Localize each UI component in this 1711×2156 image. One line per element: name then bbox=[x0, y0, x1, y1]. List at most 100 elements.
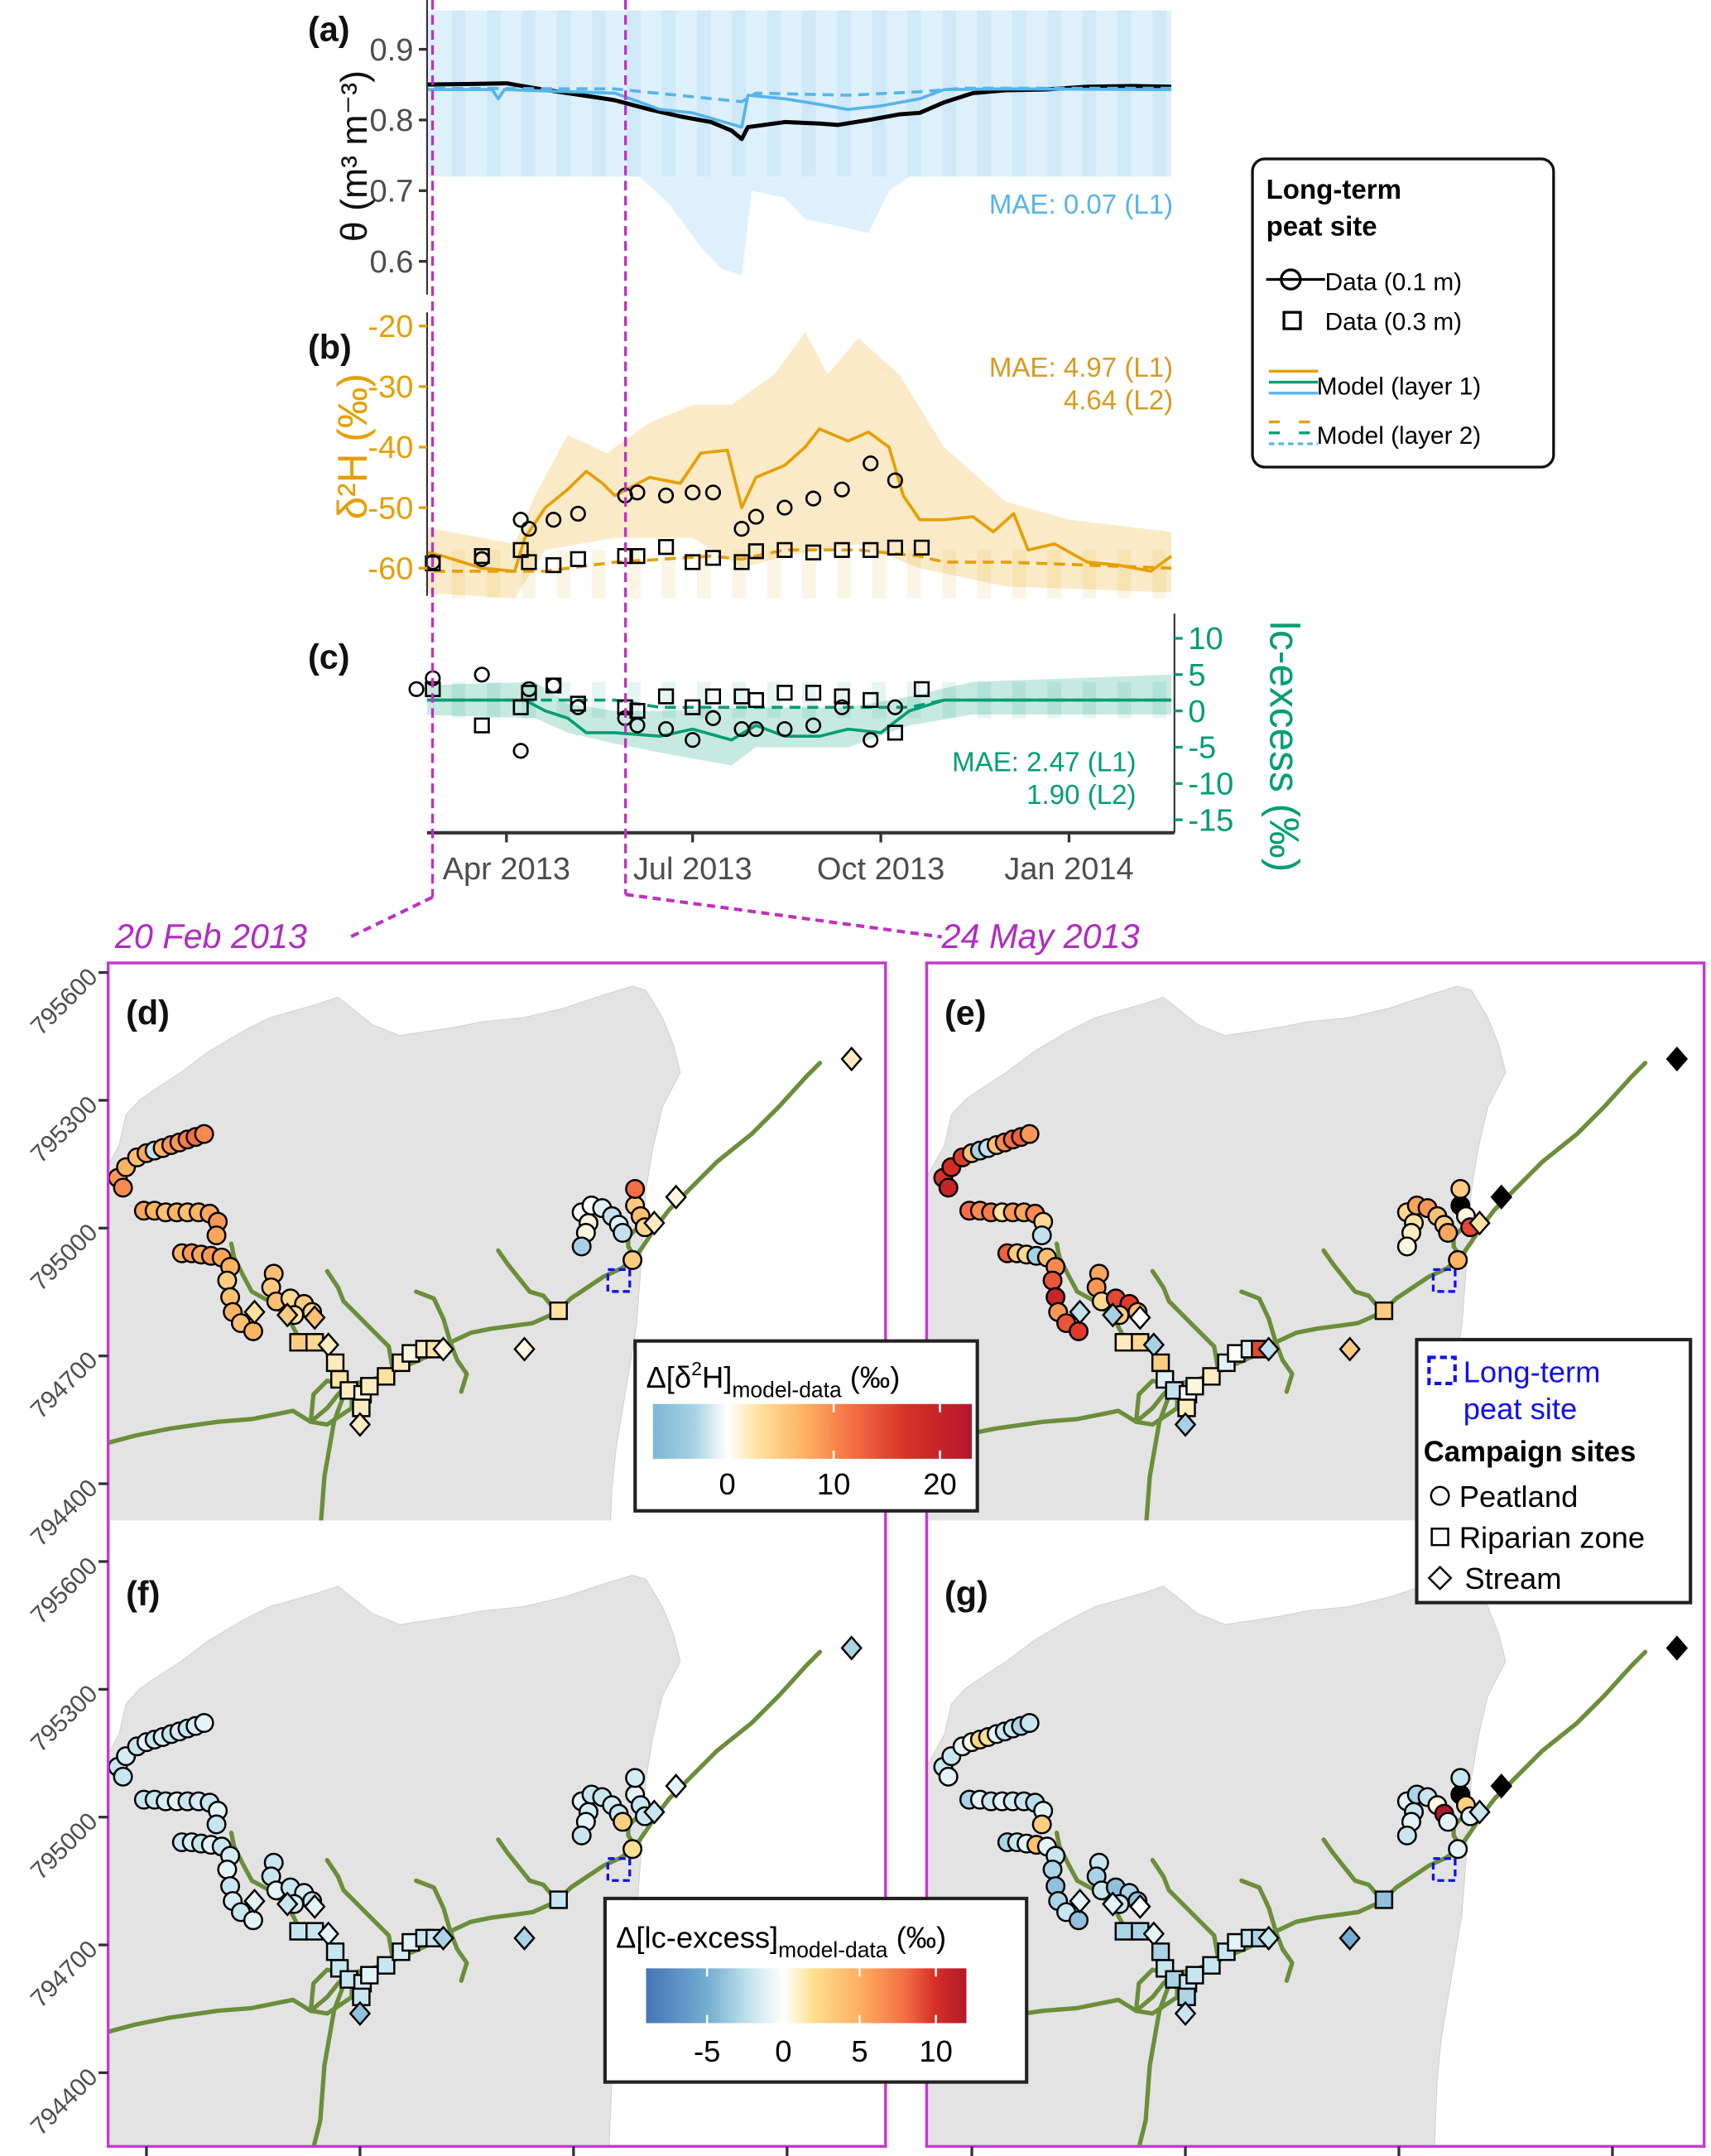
site-riparian bbox=[1374, 1301, 1394, 1321]
site-peatland bbox=[938, 1766, 959, 1787]
data-point-square bbox=[512, 541, 529, 558]
colorbar-d2h: Δ[δ2H]model-data (‰) 0 10 20 bbox=[633, 1339, 979, 1513]
site-peatland bbox=[113, 1177, 133, 1198]
stream-network bbox=[1150, 1858, 1221, 1961]
theta-model-band bbox=[426, 10, 1171, 276]
data-point-circle bbox=[805, 717, 822, 734]
colorbar-tick-label: 10 bbox=[817, 1467, 850, 1501]
site-peatland bbox=[938, 1177, 959, 1198]
site-riparian bbox=[1202, 1367, 1221, 1386]
site-stream bbox=[643, 1799, 666, 1825]
band-stripe bbox=[872, 681, 887, 719]
data-point-circle bbox=[658, 487, 675, 504]
site-riparian bbox=[289, 1333, 308, 1352]
site-peatland bbox=[1438, 1222, 1459, 1243]
map-ytick-label: 794700 bbox=[26, 1346, 103, 1424]
panel-label-b: (b) bbox=[308, 328, 352, 366]
site-peatland bbox=[625, 1178, 646, 1199]
site-stream bbox=[243, 1888, 266, 1914]
timeseries-legend: Long-term peat site Data (0.1 m) Data (0… bbox=[1251, 157, 1555, 469]
map-ytick-label: 794400 bbox=[26, 2063, 103, 2141]
ylabel-lc-excess: lc-excess (‰) bbox=[1262, 621, 1308, 872]
data-point-square bbox=[629, 548, 646, 565]
site-stream bbox=[1468, 1799, 1491, 1825]
stream-network bbox=[108, 1061, 823, 1446]
band-stripe bbox=[837, 10, 851, 177]
data-point-circle bbox=[521, 521, 537, 537]
legend-title-line1: Long-term bbox=[1266, 175, 1401, 205]
stream-network bbox=[311, 1971, 350, 2145]
data-point-square bbox=[747, 691, 764, 709]
colorbar-lc-gradient bbox=[646, 1968, 967, 2024]
site-stream bbox=[1129, 1894, 1151, 1919]
colorbar-lc-ticks: -5 0 5 10 bbox=[694, 1968, 953, 2068]
site-stream bbox=[1665, 1046, 1689, 1072]
band-stripe bbox=[592, 550, 606, 599]
legend-label-data-01: Data (0.1 m) bbox=[1325, 269, 1462, 296]
legend-riparian-label: Riparian zone bbox=[1459, 1520, 1645, 1554]
site-peatland bbox=[1450, 1768, 1471, 1788]
site-peatland bbox=[1448, 1249, 1468, 1270]
mae-lc-l2: 1.90 (L2) bbox=[1026, 780, 1136, 811]
campaign-date-may: 24 May 2013 bbox=[941, 917, 1140, 955]
site-peatland bbox=[613, 1222, 633, 1243]
ytick-label-b: -20 bbox=[368, 310, 413, 344]
mae-d2h-l1: MAE: 4.97 (L1) bbox=[989, 353, 1173, 383]
colorbar-d2h-gradient bbox=[652, 1403, 973, 1459]
site-peatland bbox=[1450, 1178, 1471, 1199]
band-stripe bbox=[1012, 550, 1026, 599]
colorbar-tick-label: 5 bbox=[851, 2034, 868, 2068]
site-peatland bbox=[243, 1910, 263, 1931]
ytick-label-a: 0.6 bbox=[370, 245, 414, 280]
map-legend: Long-term peat site Campaign sites Peatl… bbox=[1415, 1337, 1693, 1605]
data-point-square bbox=[704, 688, 722, 705]
data-point-circle bbox=[570, 505, 586, 522]
ytick-label-b: -50 bbox=[368, 491, 413, 526]
site-riparian bbox=[377, 1956, 396, 1975]
data-point-square bbox=[913, 539, 930, 556]
data-point-circle bbox=[887, 699, 903, 715]
xtick-label: Jul 2013 bbox=[633, 852, 752, 887]
site-stream bbox=[1174, 2000, 1197, 2027]
site-riparian bbox=[325, 1942, 345, 1961]
legend-symbol-model-l1 bbox=[1268, 369, 1319, 395]
data-point-square bbox=[521, 554, 537, 570]
site-stream bbox=[1102, 1891, 1124, 1917]
panel-label-f: (f) bbox=[126, 1575, 160, 1613]
map-ytick-label: 794400 bbox=[26, 1475, 103, 1552]
legend-label-model-l2: Model (layer 2) bbox=[1317, 422, 1481, 450]
xtick-label: Oct 2013 bbox=[817, 852, 944, 887]
site-riparian bbox=[1114, 1333, 1133, 1352]
map-panel-g bbox=[928, 1575, 1689, 2145]
site-riparian bbox=[1202, 1956, 1221, 1975]
ytick-label-b: -40 bbox=[368, 431, 413, 465]
band-stripe bbox=[1082, 10, 1097, 177]
stream-network bbox=[1150, 1268, 1221, 1373]
stream-network bbox=[1239, 1289, 1278, 1345]
data-point-circle bbox=[512, 512, 529, 528]
site-peatland bbox=[1031, 1814, 1052, 1835]
site-peatland bbox=[622, 1839, 643, 1860]
long-term-peat-site-marker bbox=[1431, 1857, 1457, 1882]
ylabel-d2h: δ²H (‰) bbox=[329, 373, 376, 519]
data-point-square bbox=[685, 699, 701, 715]
colorbar-tick-label: 20 bbox=[923, 1467, 956, 1501]
data-point-circle bbox=[747, 720, 764, 738]
data-point-square bbox=[570, 551, 586, 567]
band-stripe bbox=[942, 10, 956, 177]
band-stripe bbox=[1082, 550, 1097, 599]
stream-network bbox=[1144, 1382, 1175, 1521]
stream-network bbox=[1137, 1971, 1175, 2145]
site-stream bbox=[643, 1210, 666, 1236]
data-point-square bbox=[658, 688, 675, 705]
site-stream bbox=[513, 1925, 536, 1951]
site-peatland bbox=[113, 1766, 133, 1787]
stream-network bbox=[496, 1248, 560, 1315]
panel-label-c: (c) bbox=[308, 638, 350, 676]
site-riparian bbox=[360, 1966, 379, 1985]
band-stripe bbox=[732, 10, 746, 177]
data-point-circle bbox=[473, 667, 490, 683]
site-peatland bbox=[613, 1812, 633, 1832]
legend-peat-site-symbol bbox=[1427, 1355, 1457, 1385]
